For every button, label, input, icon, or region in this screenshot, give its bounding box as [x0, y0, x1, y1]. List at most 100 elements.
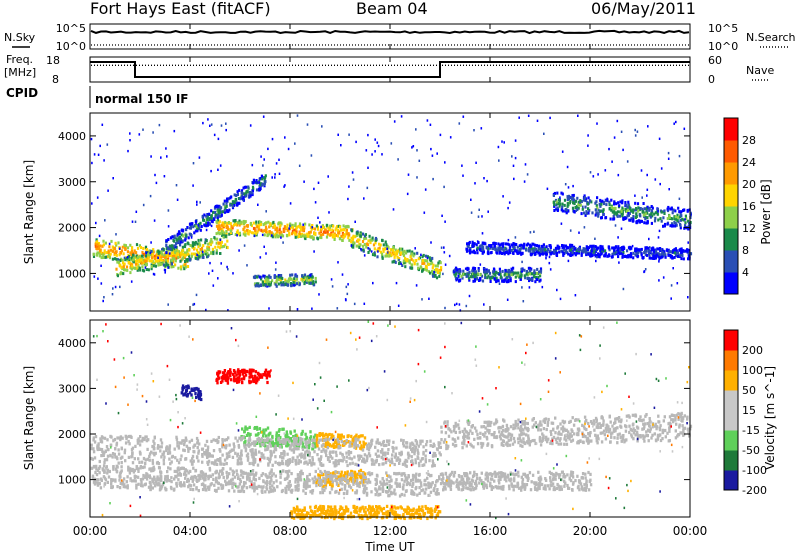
- velocity-cell: [278, 428, 281, 432]
- velocity-cell: [384, 453, 387, 457]
- power-cell: [468, 251, 472, 255]
- velocity-cell: [352, 442, 355, 446]
- velocity-cell: [402, 442, 405, 446]
- power-cell: [331, 235, 334, 239]
- power-cell: [195, 225, 198, 229]
- velocity-cell: [301, 513, 305, 517]
- velocity-cell: [246, 458, 250, 462]
- power-cell: [142, 203, 145, 207]
- power-cell: [647, 252, 651, 256]
- power-cell: [214, 205, 217, 208]
- power-cell: [610, 205, 613, 209]
- power-cell: [217, 241, 220, 245]
- velocity-cell: [326, 446, 329, 450]
- power-cell: [603, 254, 607, 258]
- velocity-cell: [359, 509, 362, 513]
- power-cell: [226, 209, 229, 213]
- power-cell: [243, 194, 246, 198]
- power-cell: [210, 123, 213, 126]
- power-cell: [332, 233, 335, 237]
- power-cell: [494, 242, 497, 246]
- power-cell: [197, 238, 200, 242]
- power-cell: [394, 260, 397, 264]
- velocity-cell: [332, 471, 335, 475]
- velocity-cell: [305, 443, 308, 447]
- velocity-cell: [137, 457, 140, 461]
- power-cell: [280, 274, 283, 277]
- power-cell: [316, 227, 320, 231]
- velocity-cell: [321, 479, 325, 483]
- velocity-cell: [314, 445, 317, 449]
- power-cell: [600, 250, 603, 254]
- power-cell: [618, 261, 620, 264]
- power-cell: [188, 222, 192, 226]
- power-cell: [341, 273, 344, 276]
- power-cell: [485, 268, 488, 272]
- velocity-cell: [394, 453, 397, 457]
- power-cell: [534, 275, 538, 279]
- power-cell: [635, 207, 638, 210]
- power-cell: [257, 282, 260, 286]
- velocity-cell: [279, 462, 282, 466]
- velocity-cell: [292, 516, 296, 520]
- power-cell: [537, 247, 540, 251]
- velocity-cell: [101, 450, 104, 454]
- power-cell: [622, 148, 624, 152]
- power-cell: [615, 252, 618, 256]
- power-cell: [444, 220, 446, 223]
- velocity-cell: [162, 462, 166, 466]
- power-cell: [232, 202, 235, 205]
- power-cell: [111, 249, 114, 253]
- power-cell: [186, 265, 190, 268]
- velocity-cell: [279, 435, 282, 440]
- velocity-cell: [295, 441, 298, 445]
- power-cell: [294, 274, 297, 278]
- power-cell: [455, 272, 458, 276]
- power-cell: [425, 254, 428, 258]
- power-cell: [142, 252, 145, 256]
- power-cell: [229, 222, 232, 226]
- power-cell: [555, 254, 559, 257]
- power-cell: [391, 260, 394, 264]
- power-cell: [647, 125, 649, 128]
- power-cell: [660, 210, 663, 214]
- power-cell: [616, 119, 619, 123]
- power-cell: [194, 220, 197, 224]
- power-cell: [291, 273, 294, 277]
- power-cell: [299, 224, 302, 228]
- power-cell: [129, 263, 132, 267]
- power-cell: [549, 268, 552, 271]
- power-cell: [262, 164, 264, 167]
- power-cell: [652, 250, 656, 253]
- power-cell: [314, 276, 317, 280]
- velocity-cell: [239, 438, 243, 442]
- velocity-cell: [362, 445, 366, 449]
- power-cell: [468, 270, 471, 274]
- power-cell: [481, 279, 485, 283]
- power-cell: [519, 277, 522, 281]
- power-cell: [608, 248, 611, 252]
- power-cell: [206, 255, 209, 259]
- power-cell: [554, 246, 558, 250]
- power-cell: [113, 251, 116, 255]
- power-cell: [237, 197, 240, 200]
- power-cell: [428, 297, 430, 300]
- velocity-cell: [190, 387, 193, 391]
- power-cell: [413, 252, 416, 256]
- power-cell: [287, 280, 290, 284]
- power-cell: [337, 228, 340, 232]
- power-cell: [493, 244, 496, 248]
- velocity-cell: [188, 447, 191, 451]
- velocity-cell: [293, 429, 296, 433]
- power-cell: [342, 224, 345, 228]
- power-cell: [666, 249, 669, 253]
- velocity-cell: [243, 368, 246, 372]
- power-cell: [347, 236, 350, 240]
- power-cell: [326, 232, 329, 236]
- power-cell: [292, 281, 295, 285]
- power-cell: [219, 246, 222, 250]
- velocity-cell: [356, 472, 360, 476]
- power-cell: [290, 282, 293, 285]
- power-cell: [257, 274, 260, 278]
- power-cell: [571, 250, 574, 254]
